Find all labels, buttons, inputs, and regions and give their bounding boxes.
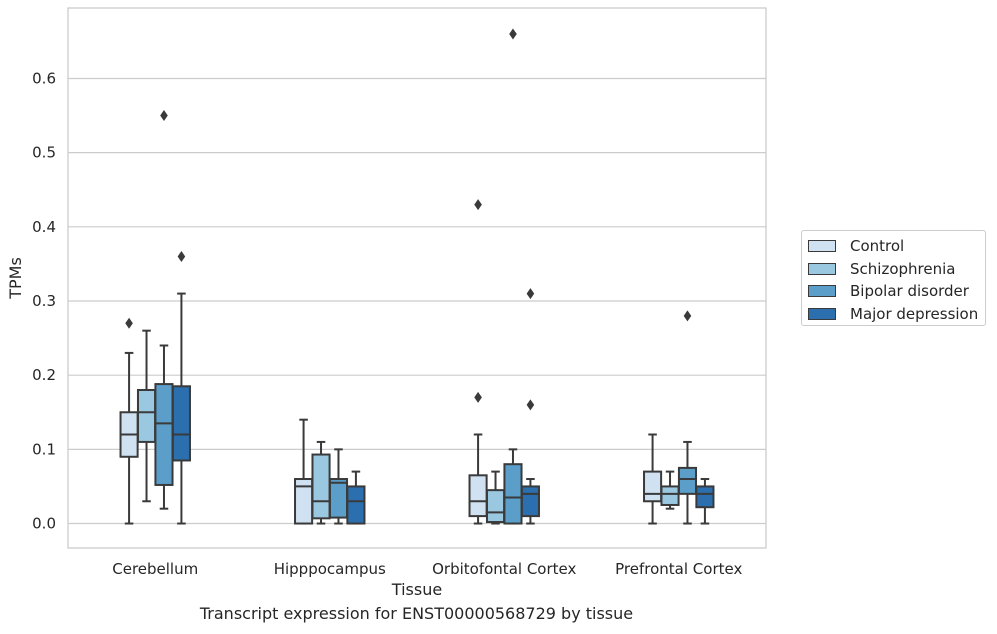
box-body <box>136 389 157 443</box>
y-tick-label: 0.1 <box>32 440 56 458</box>
outlier-point <box>526 399 535 411</box>
box-body <box>171 385 191 462</box>
box-body <box>485 489 506 524</box>
box-2-0 <box>468 199 488 525</box>
box-0-3 <box>171 250 191 525</box>
legend-item: Schizophrenia <box>808 260 955 278</box>
outlier-point <box>526 288 535 300</box>
y-tick-label: 0.5 <box>32 144 56 162</box>
box-body <box>503 463 523 525</box>
outlier-point <box>160 110 168 122</box>
box-3-1 <box>660 470 680 510</box>
legend-swatch <box>808 240 836 252</box>
box-body <box>643 470 663 503</box>
x-tick-label: Orbitofontal Cortex <box>432 560 576 578</box>
box-body <box>677 466 698 495</box>
legend-label: Bipolar disorder <box>850 282 969 300</box>
outlier-point <box>683 310 692 322</box>
legend-label: Major depression <box>850 304 979 323</box>
x-tick-labels: Cerebellum Hipppocampus Orbitofontal Corte… <box>112 560 742 578</box>
box-body <box>468 474 488 518</box>
legend-label: Schizophrenia <box>850 259 956 278</box>
legend-item: Control <box>808 237 904 255</box>
box-3-3 <box>695 478 715 525</box>
legend-label: Control <box>850 237 905 255</box>
box-body <box>311 453 331 520</box>
legend-swatch <box>808 262 836 275</box>
y-axis-label: TPMs <box>6 257 25 300</box>
y-tick-label: 0.4 <box>32 218 56 236</box>
box-3-0 <box>643 433 663 525</box>
box-1-0 <box>294 418 314 525</box>
box-0-1 <box>136 329 157 503</box>
box-body <box>660 485 680 506</box>
box-1-3 <box>346 470 366 525</box>
box-body <box>695 485 715 509</box>
y-tick-labels: 0.0 0.1 0.2 0.3 0.4 0.5 0.6 <box>32 69 56 532</box>
y-tick-label: 0.6 <box>32 69 56 87</box>
x-tick-label: Hipppocampus <box>274 560 386 578</box>
outlier-point <box>474 391 482 403</box>
box-body <box>154 383 174 486</box>
outlier-point <box>509 28 517 40</box>
y-tick-label: 0.0 <box>32 515 56 533</box>
box-1-2 <box>328 448 349 525</box>
boxes <box>119 28 715 525</box>
box-body <box>346 485 366 525</box>
box-2-2 <box>503 28 523 525</box>
plot-frame <box>67 7 767 549</box>
outlier-point <box>125 317 133 329</box>
box-2-3 <box>520 288 540 525</box>
box-2-1 <box>485 470 506 525</box>
outlier-point <box>177 250 186 262</box>
legend-item: Bipolar disorder <box>808 282 969 300</box>
outlier-point <box>474 199 482 211</box>
chart-caption: Transcript expression for ENST0000056872… <box>199 604 634 623</box>
box-0-2 <box>154 110 174 510</box>
box-body <box>328 478 349 519</box>
x-axis-label: Tissue <box>391 580 442 599</box>
box-body <box>520 485 540 518</box>
y-tick-label: 0.3 <box>32 292 56 310</box>
legend: Control Schizophrenia Bipolar disorder Majo… <box>801 230 986 326</box>
x-tick-label: Prefrontal Cortex <box>615 560 742 578</box>
x-tick-label: Cerebellum <box>112 560 198 578</box>
legend-item: Major depression <box>808 305 978 323</box>
box-1-1 <box>311 440 331 525</box>
box-3-2 <box>677 310 698 525</box>
legend-swatch <box>808 307 836 320</box>
y-tick-label: 0.2 <box>32 366 56 384</box>
box-0-0 <box>119 317 139 525</box>
legend-swatch <box>808 285 836 297</box>
